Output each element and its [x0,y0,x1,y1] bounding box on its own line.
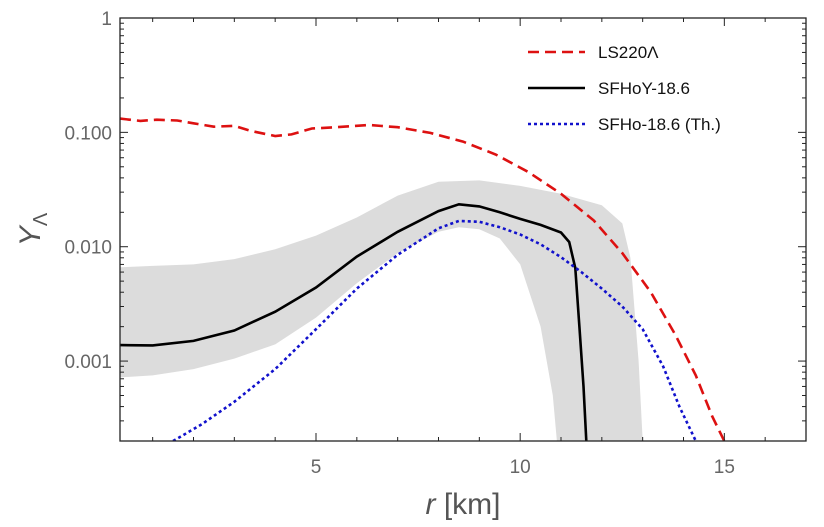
series-line-2 [120,202,588,441]
y-tick-label: 0.100 [64,123,112,144]
legend-label-1: LS220Λ [598,43,659,62]
plot-frame [119,17,807,442]
y-tick-label: 0.010 [64,238,112,259]
x-tick-label: 15 [714,457,735,478]
x-axis-title-unit: [km] [436,488,501,521]
series-line-3 [172,219,697,441]
legend-label-3: SFHo-18.6 (Th.) [598,115,721,134]
x-axis-title-var: r [426,488,437,521]
uncertainty-band [120,180,643,441]
y-axis-title-main: Y [14,224,47,246]
x-tick-label: 5 [311,457,322,478]
x-axis-title: r [km] [426,488,501,521]
legend: LS220Λ SFHoY-18.6 SFHo-18.6 (Th.) [528,43,721,134]
legend-label-2: SFHoY-18.6 [598,79,690,98]
ticks-layer: 5 10 15 0.001 0.010 0.100 1 [64,9,807,478]
y-tick-label: 0.001 [64,352,112,373]
y-axis-title: YΛ [14,212,52,246]
plot-area [120,117,726,441]
x-tick-label: 10 [510,457,531,478]
series-layer [120,117,726,441]
y-tick-label: 1 [101,9,112,30]
series-line-1 [120,117,726,441]
y-axis-title-sub: Λ [30,212,52,226]
